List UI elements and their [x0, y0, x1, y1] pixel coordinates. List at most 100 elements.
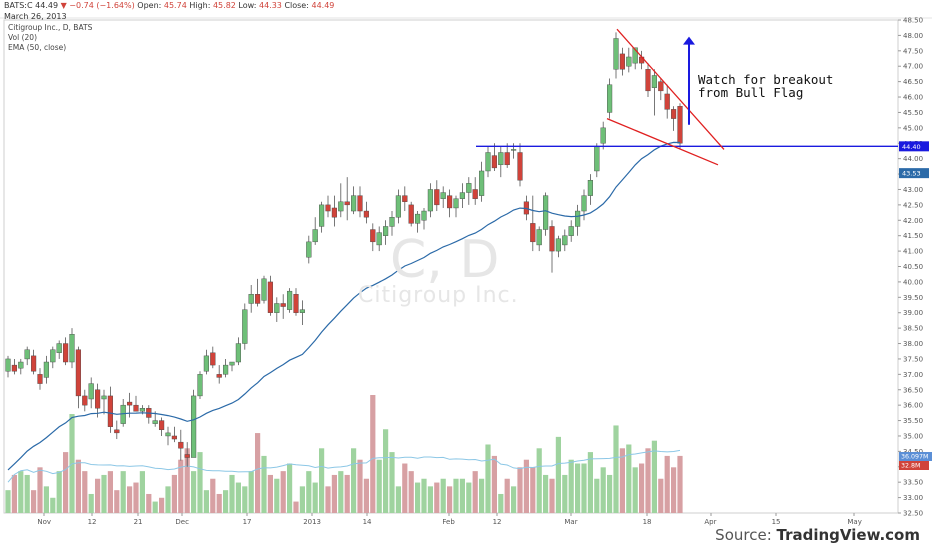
- candle-body: [63, 343, 69, 363]
- volume-bar: [299, 486, 305, 513]
- volume-bar: [562, 474, 568, 513]
- open-value: 45.74: [163, 1, 187, 10]
- source-credit: Source: TradingView.com: [715, 526, 920, 544]
- volume-bar: [459, 478, 465, 513]
- volume-bar: [543, 474, 549, 513]
- candle-body: [24, 349, 30, 360]
- volume-bar: [607, 474, 613, 513]
- volume-bar: [56, 471, 62, 513]
- volume-bar: [600, 467, 606, 513]
- candle-body: [587, 180, 594, 196]
- candle-body: [613, 38, 619, 70]
- volume-bar: [632, 467, 638, 513]
- candle-body: [479, 170, 485, 196]
- candle-body: [306, 241, 312, 258]
- close-label: Close:: [284, 1, 309, 10]
- candle-body: [5, 358, 11, 372]
- volume-bar: [651, 440, 657, 513]
- candle-body: [210, 352, 216, 366]
- candle-body: [133, 404, 139, 412]
- candle-body: [190, 395, 197, 458]
- candle-body: [427, 189, 434, 212]
- candle-body: [152, 420, 158, 424]
- source-prefix: Source:: [715, 526, 777, 544]
- y-tick-label: 41.50: [903, 232, 923, 240]
- annotation-line-2: from Bull Flag: [698, 85, 804, 100]
- volume-bar: [466, 482, 472, 513]
- volume-bar: [338, 471, 344, 513]
- candle-body: [511, 149, 517, 151]
- volume-bar: [504, 478, 510, 513]
- volume-bar: [639, 463, 645, 513]
- candle-body: [11, 364, 18, 372]
- candle-body: [351, 195, 357, 212]
- volume-bar: [18, 471, 24, 513]
- candle-body: [50, 349, 56, 363]
- candle-body: [376, 232, 382, 246]
- volume-bar: [427, 486, 433, 513]
- volume-bar: [5, 490, 11, 513]
- volume-bar: [152, 501, 158, 513]
- volume-bar: [479, 478, 485, 513]
- volume-bar: [82, 471, 88, 513]
- low-label: Low:: [238, 1, 257, 10]
- candle-body: [600, 127, 606, 144]
- x-tick-label: Apr: [704, 518, 716, 526]
- volume-bar: [587, 452, 593, 513]
- volume-bar: [370, 395, 376, 513]
- volume-bar: [664, 455, 670, 513]
- volume-bar: [440, 478, 446, 513]
- candle-body: [158, 420, 165, 431]
- volume-bar: [242, 486, 248, 513]
- x-tick-label: 21: [134, 518, 143, 526]
- candle-body: [408, 204, 414, 224]
- x-tick-label: Dec: [175, 518, 189, 526]
- candle-body: [43, 361, 50, 378]
- quote-header: BATS:C 44.49 ▼ −0.74 (−1.64%) Open: 45.7…: [4, 0, 334, 22]
- volume-bar: [447, 486, 453, 513]
- candle-body: [75, 349, 82, 397]
- volume-bar: [280, 471, 286, 513]
- candle-body: [222, 364, 229, 375]
- candle-body: [594, 146, 600, 172]
- volume-bar: [491, 455, 497, 513]
- candle-body: [677, 106, 683, 144]
- candle-body: [338, 201, 344, 212]
- volume-bar: [453, 478, 459, 513]
- volume-bar: [530, 467, 536, 513]
- volume-bar: [511, 486, 517, 513]
- candle-body: [31, 355, 37, 372]
- volume-bar: [677, 455, 683, 513]
- high-label: High:: [189, 1, 211, 10]
- candle-body: [56, 343, 62, 353]
- volume-bar: [383, 429, 389, 513]
- resistance-badge-bg: [899, 141, 929, 152]
- volume-bar: [216, 493, 222, 513]
- source-brand: TradingView.com: [776, 526, 920, 544]
- y-tick-label: 45.00: [903, 124, 923, 132]
- candle-body: [632, 47, 638, 64]
- flag-upper-trendline: [616, 28, 725, 150]
- volume-bar: [114, 490, 120, 513]
- ema-study-label: EMA (50, close): [8, 43, 67, 52]
- volume-bar: [165, 486, 171, 513]
- volume-bar: [613, 425, 619, 513]
- volume-bar: [191, 471, 197, 513]
- volume-bar: [184, 448, 190, 513]
- candle-body: [530, 223, 536, 243]
- candle-body: [242, 309, 248, 344]
- candle-body: [184, 454, 190, 458]
- candle-body: [18, 361, 24, 369]
- volume-bar: [357, 459, 363, 513]
- y-tick-label: 36.50: [903, 386, 923, 394]
- ema-badge: 43.53: [902, 170, 921, 178]
- candle-body: [139, 408, 146, 412]
- y-tick-label: 45.50: [903, 109, 923, 117]
- candle-body: [447, 195, 453, 209]
- volume-bar: [133, 482, 139, 513]
- volume-bar: [101, 474, 107, 513]
- candle-body: [421, 210, 427, 221]
- candle-body: [395, 195, 402, 218]
- volume-bar: [31, 490, 37, 513]
- volume-bar: [11, 474, 17, 513]
